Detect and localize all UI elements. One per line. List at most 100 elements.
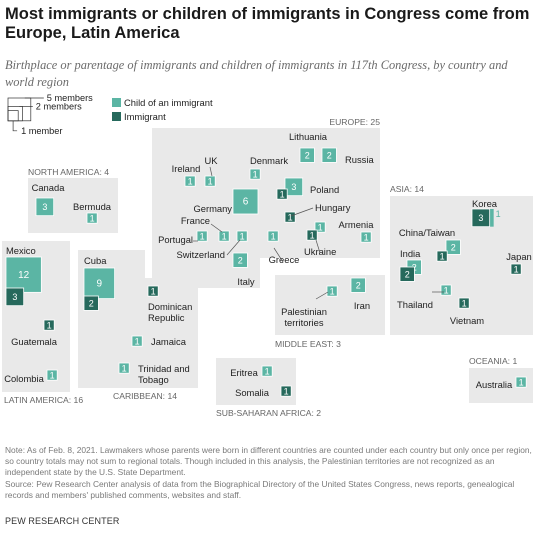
square-child-russia [321, 147, 337, 163]
square-immigrant-mexico [5, 287, 25, 307]
square-immigrant-somalia [280, 385, 292, 397]
country-label-dominican-republic: Dominican [148, 301, 192, 312]
square-child-denmark [249, 168, 261, 180]
square-child-colombia-value: 1 [50, 370, 55, 380]
country-label-mexico: Mexico [6, 245, 36, 256]
square-child-jamaica-value: 1 [135, 336, 140, 346]
country-label-switzerland: Switzerland [177, 249, 225, 260]
country-label-ukraine: Ukraine [304, 246, 336, 257]
square-immigrant-poland-value: 1 [280, 189, 285, 199]
legend-size-5-label: 5 members [47, 93, 93, 103]
square-child-trinidad-and-tobago [118, 362, 130, 374]
region-label-caribbean: CARIBBEAN: 14 [113, 391, 177, 401]
square-immigrant-cuba [83, 295, 99, 311]
square-immigrant-hungary-value: 1 [288, 212, 293, 222]
region-label-middle-east: MIDDLE EAST: 3 [275, 339, 341, 349]
legend-swatch-immigrant [112, 112, 121, 121]
legend-square-2 [7, 106, 23, 122]
square-child-portugal-value: 1 [200, 231, 205, 241]
square-child-lithuania [299, 147, 315, 163]
square-child-russia-value: 2 [327, 150, 332, 160]
legend-size-1-label: 1 member [21, 126, 62, 136]
square-child-bermuda-value: 1 [90, 213, 95, 223]
country-label-greece: Greece [269, 254, 300, 265]
square-immigrant-mexico-value: 3 [12, 292, 17, 302]
leader-line [273, 247, 284, 263]
country-label-cuba: Cuba [84, 255, 107, 266]
region-label-asia: ASIA: 14 [390, 184, 424, 194]
source-text: Source: Pew Research Center analysis of … [5, 478, 515, 500]
country-label-denmark: Denmark [250, 155, 288, 166]
region-label-sub-saharan-africa: SUB-SAHARAN AFRICA: 2 [216, 408, 321, 418]
country-label-germany: Germany [193, 203, 232, 214]
country-label-australia: Australia [476, 379, 513, 390]
square-child-eritrea-value: 1 [265, 366, 270, 376]
square-child-armenia [360, 231, 372, 243]
square-child-france-value: 1 [222, 231, 227, 241]
square-child-canada [35, 197, 55, 217]
square-immigrant-vietnam [458, 297, 470, 309]
region-label-north-america: NORTH AMERICA: 4 [28, 167, 109, 177]
square-child-lithuania-value: 2 [305, 150, 310, 160]
chart-subtitle: Birthplace or parentage of immigrants an… [5, 58, 508, 89]
leader-line [209, 166, 213, 177]
square-child-korea-value: 1 [496, 209, 501, 219]
square-immigrant-dominican-republic-value: 1 [151, 286, 156, 296]
square-child-germany-value: 6 [243, 197, 249, 208]
square-child-denmark-value: 1 [253, 169, 258, 179]
square-child-cuba-value: 9 [97, 279, 103, 290]
square-immigrant-ukraine-value: 1 [310, 230, 315, 240]
square-immigrant-dominican-republic [147, 285, 159, 297]
country-label-lithuania: Lithuania [289, 131, 328, 142]
country-label-hungary: Hungary [315, 202, 351, 213]
square-child-china-taiwan-value: 2 [451, 242, 456, 252]
square-immigrant-korea [471, 208, 491, 228]
country-label-thailand: Thailand [397, 299, 433, 310]
square-child-iran [350, 277, 366, 293]
leader-line [315, 291, 329, 300]
square-child-ukraine-value: 1 [318, 222, 323, 232]
legend-line-1 [12, 120, 18, 132]
chart-title: Most immigrants or children of immigrant… [5, 5, 530, 42]
region-box-asia [390, 196, 533, 335]
country-label-bermuda: Bermuda [73, 201, 112, 212]
country-label-vietnam: Vietnam [450, 315, 484, 326]
square-child-cuba [83, 267, 116, 300]
note-text: Note: As of Feb. 8, 2021. Lawmakers whos… [5, 445, 532, 478]
country-label-india: India [400, 248, 421, 259]
country-label-portugal: Portugal [158, 234, 193, 245]
notes-block: Note: As of Feb. 8, 2021. Lawmakers whos… [5, 445, 532, 501]
square-immigrant-ukraine [306, 229, 318, 241]
leader-line [210, 223, 223, 233]
square-child-ukraine [314, 221, 326, 233]
country-label-palestinian-territories: Palestinian [281, 306, 327, 317]
square-child-ireland [184, 175, 196, 187]
square-immigrant-somalia-value: 1 [284, 386, 289, 396]
square-child-portugal [196, 230, 208, 242]
square-child-iran-value: 2 [356, 280, 361, 290]
square-child-ireland-value: 1 [188, 176, 193, 186]
legend-square-1 [7, 110, 19, 122]
square-child-thailand-value: 1 [444, 285, 449, 295]
square-immigrant-cuba-value: 2 [89, 298, 94, 308]
region-map-chart: EUROPE: 25 NORTH AMERICA: 4 LATIN AMERICA:… [2, 93, 533, 418]
country-label-iran: Iran [354, 300, 370, 311]
country-label-ireland: Ireland [172, 163, 201, 174]
region-box-europe [152, 128, 380, 288]
country-label-poland: Poland [310, 184, 339, 195]
square-child-palestinian-territories [326, 285, 338, 297]
square-child-australia-value: 1 [519, 377, 524, 387]
region-label-europe: EUROPE: 25 [329, 117, 380, 127]
legend-swatch-child [112, 98, 121, 107]
legend-square-5 [7, 97, 32, 122]
leader-line [315, 239, 321, 254]
country-label-korea: Korea [472, 198, 498, 209]
country-label-palestinian-territories: territories [284, 317, 323, 328]
square-immigrant-india-value: 2 [405, 269, 410, 279]
square-immigrant-china-taiwan-value: 1 [440, 251, 445, 261]
leader-line [226, 239, 241, 256]
square-child-palestinian-territories-value: 1 [330, 286, 335, 296]
country-label-russia: Russia [345, 154, 374, 165]
square-immigrant-korea-value: 3 [478, 213, 483, 223]
region-label-latin-america: LATIN AMERICA: 16 [4, 395, 83, 405]
